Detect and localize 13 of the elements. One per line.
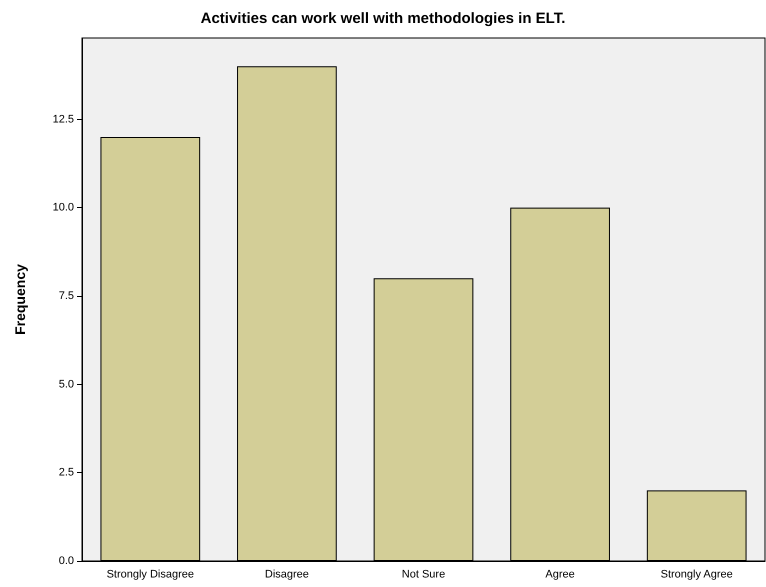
y-tick-label: 2.5 xyxy=(58,466,74,479)
chart-title: Activities can work well with methodologies in ELT. xyxy=(200,10,566,27)
y-tick-label: 12.5 xyxy=(52,113,74,126)
y-tick-label: 0.0 xyxy=(58,555,74,567)
y-tick-label: 5.0 xyxy=(58,378,74,390)
y-axis-title: Frequency xyxy=(12,264,28,335)
x-tick-label: Disagree xyxy=(264,568,309,580)
y-tick-label: 10.0 xyxy=(52,202,74,214)
y-tick-label: 7.5 xyxy=(58,290,74,302)
x-tick-label: Strongly Disagree xyxy=(106,568,194,580)
x-tick-label: Not Sure xyxy=(402,568,446,580)
x-tick-label: Strongly Agree xyxy=(660,568,733,580)
x-tick-label: Agree xyxy=(545,568,575,580)
